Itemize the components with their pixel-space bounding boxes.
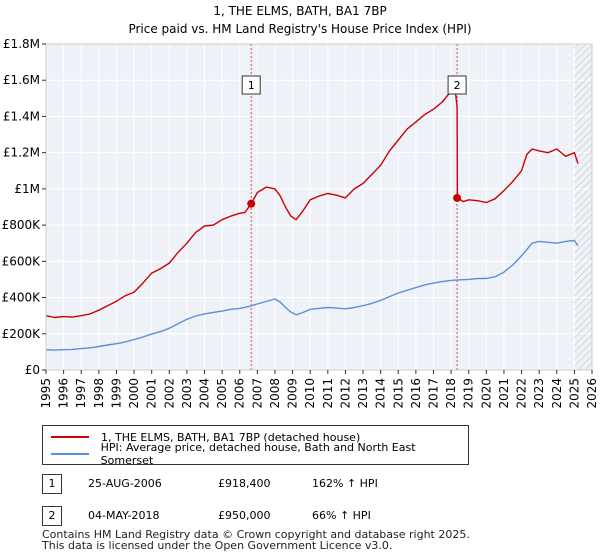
x-tick-label: 2020 <box>479 378 493 409</box>
transaction-badge: 1 <box>42 474 62 494</box>
x-tick-label: 2007 <box>250 378 264 409</box>
x-tick-label: 2025 <box>567 378 581 409</box>
x-tick-label: 2004 <box>198 378 212 409</box>
footer-copyright: Contains HM Land Registry data © Crown c… <box>42 528 470 541</box>
x-tick-label: 2010 <box>303 378 317 409</box>
y-tick-label: £1.2M <box>3 146 40 160</box>
x-tick-label: 2005 <box>215 378 229 409</box>
y-tick-label: £400K <box>2 291 42 305</box>
hpi-line <box>45 239 579 351</box>
footer-licence: This data is licensed under the Open Gov… <box>42 539 393 552</box>
legend: 1, THE ELMS, BATH, BA1 7BP (detached hou… <box>42 425 469 467</box>
footer: Contains HM Land Registry data © Crown c… <box>42 529 470 551</box>
y-tick-label: £1.6M <box>3 73 40 87</box>
x-tick-label: 2026 <box>585 378 599 409</box>
x-tick-label: 2018 <box>444 378 458 409</box>
price-paid-line <box>45 83 579 319</box>
sale-marker-label: 2 <box>454 79 461 92</box>
sale-marker-badge <box>447 75 467 95</box>
x-tick-label: 2011 <box>321 378 335 409</box>
x-tick-label: 2000 <box>127 378 141 409</box>
x-tick-label: 2016 <box>409 378 423 409</box>
x-tick-label: 2002 <box>162 378 176 409</box>
x-tick-label: 2015 <box>391 378 405 409</box>
x-tick-label: 2009 <box>286 378 300 409</box>
forecast-hatch <box>574 44 592 370</box>
x-tick-label: 2012 <box>338 378 352 409</box>
x-tick-label: 1998 <box>92 378 106 409</box>
x-tick-label: 2003 <box>180 378 194 409</box>
chart-subtitle: Price paid vs. HM Land Registry's House … <box>128 22 471 36</box>
transaction-price: £918,400 <box>218 477 271 490</box>
x-tick-label: 1997 <box>74 378 88 409</box>
legend-item-hpi: HPI: Average price, detached house, Bath… <box>51 441 468 467</box>
legend-line-hpi <box>51 453 89 455</box>
legend-item-property: 1, THE ELMS, BATH, BA1 7BP (detached hou… <box>51 429 360 445</box>
sale-marker-dot <box>453 193 462 202</box>
x-tick-label: 1995 <box>39 378 53 409</box>
x-tick-label: 2022 <box>515 378 529 409</box>
transaction-hpi: 162% ↑ HPI <box>312 477 378 490</box>
x-tick-label: 1996 <box>57 378 71 409</box>
chart-title: 1, THE ELMS, BATH, BA1 7BP <box>213 4 386 18</box>
sale-marker-badge <box>241 75 261 95</box>
sale-marker-dot <box>247 199 256 208</box>
plot-area <box>46 44 592 370</box>
sale-marker-label: 1 <box>248 79 255 92</box>
y-tick-label: £600K <box>2 254 42 268</box>
y-tick-label: £1M <box>14 182 40 196</box>
x-tick-label: 2017 <box>426 378 440 409</box>
x-tick-label: 2024 <box>550 378 564 409</box>
x-tick-label: 2019 <box>462 378 476 409</box>
transaction-date: 04-MAY-2018 <box>88 509 160 522</box>
y-tick-label: £1.4M <box>3 109 40 123</box>
legend-label-property: 1, THE ELMS, BATH, BA1 7BP (detached hou… <box>101 430 361 444</box>
transaction-date: 25-AUG-2006 <box>88 477 162 490</box>
y-tick-label: £0 <box>25 363 40 377</box>
x-tick-label: 2023 <box>532 378 546 409</box>
x-tick-label: 2006 <box>233 378 247 409</box>
x-tick-label: 2013 <box>356 378 370 409</box>
price-chart: 1, THE ELMS, BATH, BA1 7BP Price paid vs… <box>2 4 599 409</box>
y-tick-label: £200K <box>2 327 42 341</box>
transaction-price: £950,000 <box>218 509 271 522</box>
x-tick-label: 2008 <box>268 378 282 409</box>
plot-border <box>45 43 593 371</box>
x-tick-label: 2021 <box>497 378 511 409</box>
legend-line-property <box>51 436 89 438</box>
y-tick-label: £1.8M <box>3 37 40 51</box>
transaction-hpi: 66% ↑ HPI <box>312 509 371 522</box>
y-tick-label: £800K <box>2 218 42 232</box>
x-tick-label: 2001 <box>145 378 159 409</box>
x-tick-label: 2014 <box>374 378 388 409</box>
legend-label-hpi: HPI: Average price, detached house, Bath… <box>100 441 416 467</box>
x-tick-label: 1999 <box>109 378 123 409</box>
transaction-badge: 2 <box>42 506 62 526</box>
